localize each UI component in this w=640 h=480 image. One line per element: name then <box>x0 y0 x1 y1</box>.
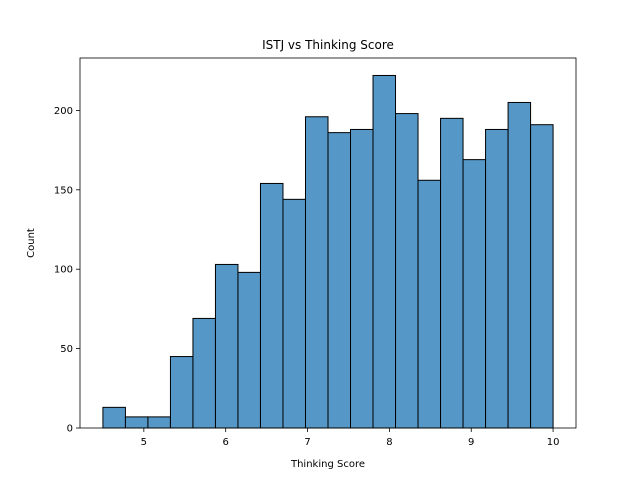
histogram-bar <box>214 263 239 429</box>
histogram-bar <box>530 124 554 429</box>
histogram-bar <box>350 128 374 429</box>
histogram-bar <box>124 416 149 429</box>
x-tick-label: 9 <box>468 437 474 448</box>
x-tick-label: 5 <box>141 437 147 448</box>
histogram-bar <box>259 182 284 429</box>
histogram-bar <box>169 356 194 429</box>
histogram-bar <box>395 113 419 429</box>
x-tick-label: 8 <box>386 437 392 448</box>
histogram-bar <box>417 179 442 429</box>
y-tick-label: 100 <box>54 265 73 276</box>
histogram-bar <box>507 101 532 429</box>
histogram-bar <box>282 198 306 429</box>
histogram-bar <box>462 159 487 429</box>
x-axis-ticks: 5 6 7 8 9 10 <box>141 428 560 448</box>
histogram-bar <box>304 116 329 429</box>
histogram-bar <box>440 117 464 429</box>
y-axis-label: Count <box>26 228 37 258</box>
y-tick-label: 200 <box>54 106 73 117</box>
histogram-bar <box>485 128 509 429</box>
histogram-bar <box>237 271 261 429</box>
histogram-bar <box>147 416 171 429</box>
plot-frame <box>79 57 577 429</box>
histogram-bar <box>327 132 352 429</box>
y-tick-label: 0 <box>67 424 73 435</box>
x-tick-label: 10 <box>547 437 560 448</box>
histogram-bar <box>372 74 397 429</box>
histogram-bar <box>102 406 126 429</box>
x-axis-label: Thinking Score <box>290 459 365 470</box>
y-tick-label: 50 <box>60 344 73 355</box>
x-tick-label: 7 <box>304 437 310 448</box>
chart-title: ISTJ vs Thinking Score <box>262 38 394 52</box>
y-tick-label: 150 <box>54 185 73 196</box>
bars-group <box>102 74 554 429</box>
y-axis-ticks: 0 50 100 150 200 <box>54 106 80 435</box>
histogram-bar <box>192 317 216 429</box>
x-tick-label: 6 <box>223 437 229 448</box>
